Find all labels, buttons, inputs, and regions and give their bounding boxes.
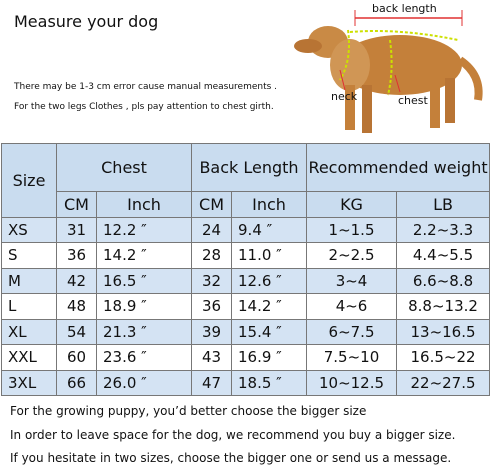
table-cell: 39 (191, 318, 233, 345)
table-cell: XL (1, 318, 57, 345)
table-cell: 43 (191, 344, 233, 371)
header-cell: Recommended weight (306, 143, 490, 192)
subheader-cell: KG (306, 191, 398, 218)
table-cell: 15.4 ″ (231, 318, 308, 345)
subheader-cell: CM (56, 191, 97, 218)
table-cell: 32 (191, 267, 233, 294)
table-cell: 24 (191, 216, 233, 243)
table-row: S 36 14.2 ″ 28 11.0 ″ 2~2.5 4.4~5.5 (1, 242, 490, 269)
table-cell: 28 (191, 242, 233, 269)
table-cell: 3XL (1, 369, 57, 396)
table-cell: 14.2 ″ (95, 242, 193, 269)
table-cell: 18.9 ″ (95, 293, 193, 320)
table-cell: 16.9 ″ (231, 344, 308, 371)
table-cell: 14.2 ″ (231, 293, 308, 320)
table-cell: 66 (56, 369, 97, 396)
table-cell: 6~7.5 (306, 318, 398, 345)
table-cell: 36 (191, 293, 233, 320)
table-cell: 42 (56, 267, 97, 294)
table-cell: 31 (56, 216, 97, 243)
table-row: XXL 60 23.6 ″ 43 16.9 ″ 7.5~10 16.5~22 (1, 344, 490, 371)
table-cell: M (1, 267, 57, 294)
size-table: Size Chest Back Length Recommended weigh… (1, 143, 490, 396)
table-cell: 21.3 ″ (95, 318, 193, 345)
table-cell: 36 (56, 242, 97, 269)
table-cell: 7.5~10 (306, 344, 398, 371)
table-cell: 2~2.5 (306, 242, 398, 269)
subheader-cell: Inch (95, 191, 193, 218)
table-cell: 23.6 ″ (95, 344, 193, 371)
table-cell: XXL (1, 344, 57, 371)
table-cell: 4.4~5.5 (396, 242, 490, 269)
table-row: XL 54 21.3 ″ 39 15.4 ″ 6~7.5 13~16.5 (1, 318, 490, 345)
table-cell: 4~6 (306, 293, 398, 320)
table-cell: 16.5 ″ (95, 267, 193, 294)
table-cell: 22~27.5 (396, 369, 490, 396)
table-cell: 9.4 ″ (231, 216, 308, 243)
table-row: L 48 18.9 ″ 36 14.2 ″ 4~6 8.8~13.2 (1, 293, 490, 320)
subheader-cell: LB (396, 191, 490, 218)
footer-line: For the growing puppy, you’d better choo… (10, 404, 367, 418)
footer-line: If you hesitate in two sizes, choose the… (10, 451, 452, 465)
note: For the two legs Clothes , pls pay atten… (14, 102, 274, 112)
table-cell: XS (1, 216, 57, 243)
label-chest: chest (398, 94, 428, 107)
label-back-length: back length (372, 2, 437, 15)
header-cell: Back Length (191, 143, 308, 192)
table-cell: 60 (56, 344, 97, 371)
footer-line: In order to leave space for the dog, we … (10, 428, 456, 442)
label-neck: neck (331, 90, 358, 103)
table-cell: 54 (56, 318, 97, 345)
subheader-cell: Inch (231, 191, 308, 218)
table-cell: L (1, 293, 57, 320)
table-cell: 12.2 ″ (95, 216, 193, 243)
table-row: M 42 16.5 ″ 32 12.6 ″ 3~4 6.6~8.8 (1, 267, 490, 294)
table-cell: 13~16.5 (396, 318, 490, 345)
table-cell: 48 (56, 293, 97, 320)
note: There may be 1-3 cm error cause manual m… (14, 82, 278, 92)
title: Measure your dog (14, 12, 159, 31)
table-cell: 8.8~13.2 (396, 293, 490, 320)
table-cell: 3~4 (306, 267, 398, 294)
table-cell: 11.0 ″ (231, 242, 308, 269)
table-row: 3XL 66 26.0 ″ 47 18.5 ″ 10~12.5 22~27.5 (1, 369, 490, 396)
table-cell: 47 (191, 369, 233, 396)
dog-illustration (294, 10, 483, 133)
table-cell: 1~1.5 (306, 216, 398, 243)
table-cell: 10~12.5 (306, 369, 398, 396)
table-cell: 2.2~3.3 (396, 216, 490, 243)
header-cell: Chest (55, 143, 193, 192)
table-cell: 26.0 ″ (95, 369, 193, 396)
table-cell: S (1, 242, 57, 269)
table-cell: 6.6~8.8 (396, 267, 490, 294)
table-cell: 18.5 ″ (231, 369, 308, 396)
header-cell: Size (1, 143, 57, 218)
table-row: XS 31 12.2 ″ 24 9.4 ″ 1~1.5 2.2~3.3 (1, 216, 490, 243)
table-cell: 16.5~22 (396, 344, 490, 371)
table-cell: 12.6 ″ (231, 267, 308, 294)
subheader-cell: CM (191, 191, 233, 218)
